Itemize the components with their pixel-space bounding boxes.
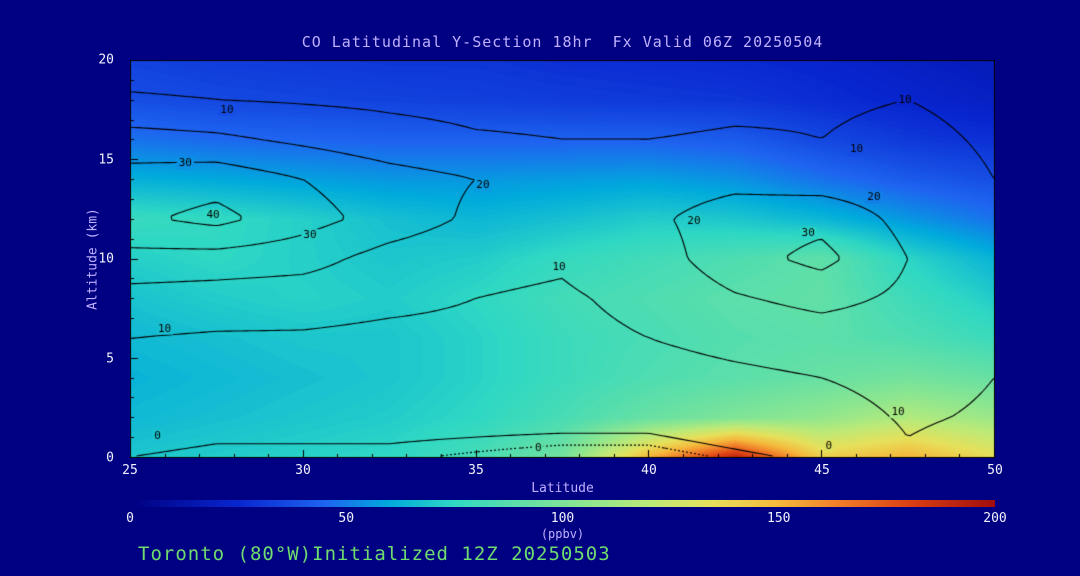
y-axis-tick-labels: 0 5 10 15 20 <box>0 53 122 466</box>
colorbar-units: (ppbv) <box>540 527 585 541</box>
y-tick-label: 10 <box>98 251 114 267</box>
colorbar-tick-label: 150 <box>767 511 791 526</box>
colorbar-tick-label: 50 <box>338 511 355 526</box>
x-axis-title: Latitude <box>531 481 594 496</box>
x-tick-label: 25 <box>122 463 138 478</box>
chart-title: CO Latitudinal Y-Section 18hr Fx Valid 0… <box>301 33 824 51</box>
colorbar-tick-label: 200 <box>983 511 1007 526</box>
x-tick-label: 35 <box>468 463 484 478</box>
x-tick-label: 30 <box>295 463 311 478</box>
x-tick-label: 40 <box>641 463 657 478</box>
y-tick-label: 5 <box>106 351 114 366</box>
colorbar-tick-label: 0 <box>126 511 134 526</box>
colorbar-tick-labels: 0 50 100 150 200 <box>126 511 1007 527</box>
model-init-caption: Toronto (80°W)Initialized 12Z 20250503 <box>138 543 611 565</box>
x-tick-label: 50 <box>987 463 1003 478</box>
x-axis-tick-labels: 25 30 35 40 45 50 <box>122 463 1003 479</box>
colorbar-gradient <box>130 500 995 507</box>
co-heatmap-canvas <box>130 60 995 458</box>
colorbar-tick-label: 100 <box>550 511 575 526</box>
x-tick-label: 45 <box>814 463 830 478</box>
y-tick-label: 20 <box>98 52 114 68</box>
y-tick-label: 0 <box>106 450 114 466</box>
y-tick-label: 15 <box>98 152 114 167</box>
